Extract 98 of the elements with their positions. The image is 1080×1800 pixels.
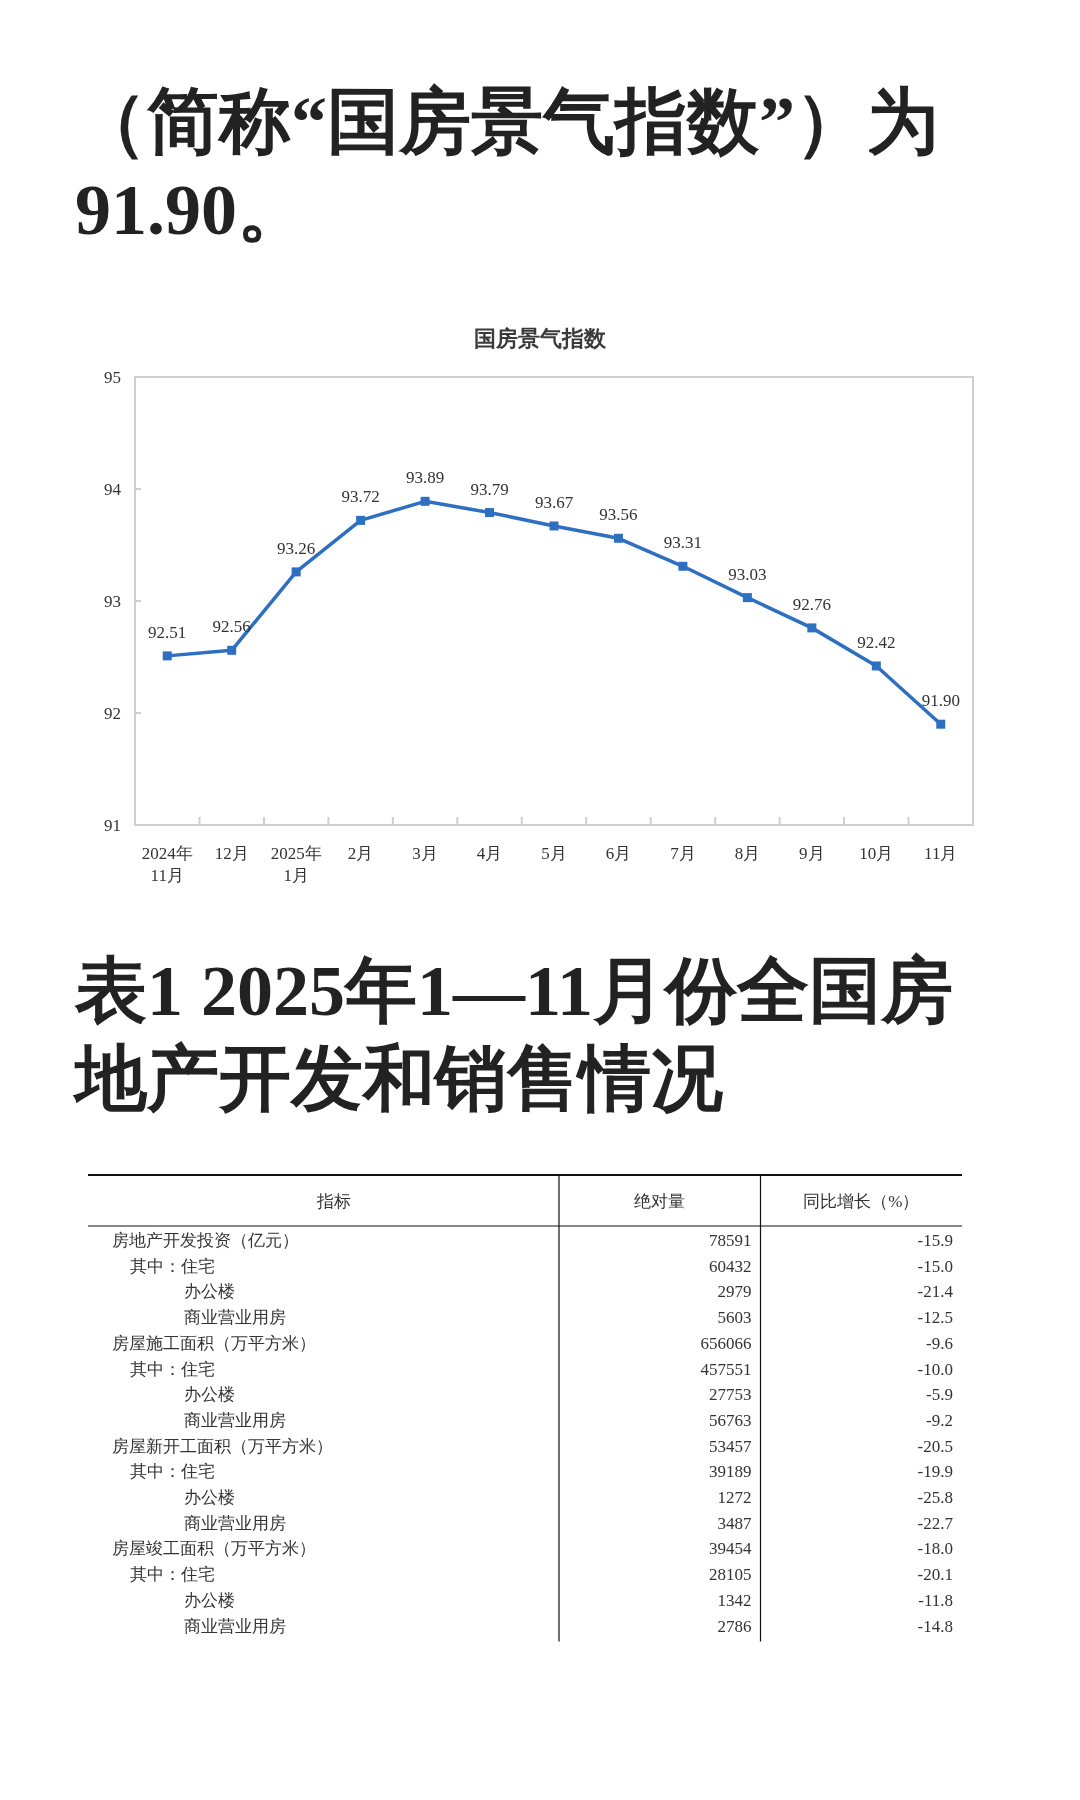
- data-label: 27753: [709, 1385, 752, 1405]
- point: [936, 719, 946, 729]
- y-tick-label: 91: [104, 816, 121, 835]
- point: [356, 515, 366, 525]
- y-tick-label: 94: [104, 480, 122, 499]
- category-label: 商业营业用房: [184, 1308, 286, 1328]
- point: [420, 496, 430, 506]
- y-tick-label: 95: [104, 368, 121, 387]
- data-label: 656066: [700, 1333, 752, 1353]
- x-tick-label: 10月: [859, 844, 894, 863]
- category-label: 办公楼: [184, 1488, 235, 1507]
- data-label: 5603: [717, 1308, 752, 1328]
- category-label: 房屋竣工面积（万平方米）: [112, 1539, 316, 1559]
- data-label: 93.67: [534, 492, 574, 512]
- data-label: 2979: [717, 1282, 752, 1302]
- text: 同比增长（%）: [803, 1192, 920, 1211]
- category-label: 其中：住宅: [130, 1359, 215, 1379]
- data-label: -20.5: [917, 1436, 953, 1456]
- x-tick-label: 9月: [799, 844, 825, 863]
- text: 绝对量: [634, 1192, 686, 1211]
- category-label: 其中：住宅: [130, 1256, 215, 1276]
- data-label: -15.9: [917, 1231, 953, 1250]
- data-label: 93.31: [663, 533, 703, 553]
- x-tick-label: 4月: [476, 844, 503, 863]
- data-label: -25.8: [917, 1488, 953, 1507]
- category-label: 商业营业用房: [184, 1616, 286, 1636]
- data-label: 92.56: [212, 617, 251, 637]
- data-label: 1342: [717, 1590, 752, 1610]
- y-tick-label: 93: [104, 592, 121, 611]
- data-label: 28105: [709, 1565, 752, 1585]
- data-label: 93.79: [470, 479, 509, 499]
- category-label: 房屋新开工面积（万平方米）: [112, 1436, 333, 1456]
- data-label: -14.8: [917, 1616, 953, 1636]
- data-label: -10.0: [917, 1359, 953, 1379]
- point: [613, 533, 623, 543]
- data-label: 93.26: [277, 538, 316, 558]
- point: [871, 661, 881, 671]
- data-label: -12.5: [917, 1308, 953, 1328]
- data-label: -20.1: [917, 1565, 953, 1585]
- data-label: 3487: [717, 1513, 752, 1533]
- data-label: 39454: [709, 1539, 752, 1559]
- data-label: 60432: [709, 1256, 752, 1276]
- category-label: 房屋施工面积（万平方米）: [112, 1333, 316, 1353]
- chart-title: 国房景气指数: [474, 326, 607, 351]
- data-label: -9.6: [926, 1333, 953, 1353]
- point: [678, 561, 688, 571]
- data-label: -22.7: [917, 1513, 954, 1533]
- data-label: 78591: [709, 1231, 752, 1250]
- category-label: 商业营业用房: [184, 1513, 286, 1533]
- data-label: -11.8: [918, 1590, 953, 1610]
- category-label: 办公楼: [184, 1282, 235, 1302]
- data-label: 53457: [709, 1436, 752, 1456]
- data-label: 39189: [709, 1462, 752, 1482]
- data-label: 93.72: [341, 487, 380, 507]
- y-tick-label: 92: [104, 704, 121, 723]
- point: [549, 521, 559, 531]
- data-label: -15.0: [917, 1256, 953, 1276]
- data-label: 92.76: [792, 594, 831, 614]
- point: [227, 645, 237, 655]
- text: （简称“国房景气指数”）为91.90。: [75, 81, 940, 252]
- category-label: 办公楼: [184, 1590, 235, 1610]
- data-label: -18.0: [917, 1539, 953, 1559]
- point: [291, 567, 301, 577]
- x-tick-label: 11月: [924, 844, 958, 863]
- data-label: 93.03: [728, 564, 767, 584]
- data-label: 91.90: [921, 691, 960, 711]
- data-label: 92.51: [148, 622, 187, 642]
- data-label: 1272: [717, 1488, 752, 1507]
- x-tick-label: 2024年 11月: [141, 844, 193, 885]
- x-tick-label: 12月: [214, 844, 249, 863]
- data-label: 56763: [709, 1410, 752, 1430]
- data-label: 2786: [717, 1616, 752, 1636]
- x-tick-label: 8月: [734, 844, 761, 863]
- data-label: -21.4: [917, 1282, 954, 1302]
- data-label: 93.56: [599, 505, 638, 525]
- x-tick-label: 2025年 1月: [270, 844, 322, 885]
- data-label: -5.9: [926, 1385, 953, 1405]
- category-label: 商业营业用房: [184, 1410, 286, 1430]
- category-label: 房地产开发投资（亿元）: [112, 1231, 299, 1250]
- x-tick-label: 2月: [347, 844, 374, 863]
- data-label: -9.2: [926, 1410, 953, 1430]
- data-label: 93.89: [405, 468, 445, 488]
- data-label: 457551: [700, 1359, 752, 1379]
- x-tick-label: 6月: [605, 844, 632, 863]
- category-label: 其中：住宅: [130, 1462, 215, 1482]
- x-tick-label: 7月: [670, 844, 696, 863]
- data-label: -19.9: [917, 1462, 953, 1482]
- category-label: 其中：住宅: [130, 1565, 215, 1585]
- x-tick-label: 3月: [412, 844, 438, 863]
- x-tick-label: 5月: [541, 844, 567, 863]
- text: 表1 2025年1—11月份全国房地产开发和销售情况: [75, 950, 955, 1121]
- point: [742, 593, 752, 603]
- category-label: 办公楼: [184, 1385, 235, 1405]
- point: [807, 623, 817, 633]
- data-label: 92.42: [857, 632, 896, 652]
- point: [485, 508, 495, 518]
- text: 指标: [315, 1192, 351, 1211]
- point: [162, 651, 172, 661]
